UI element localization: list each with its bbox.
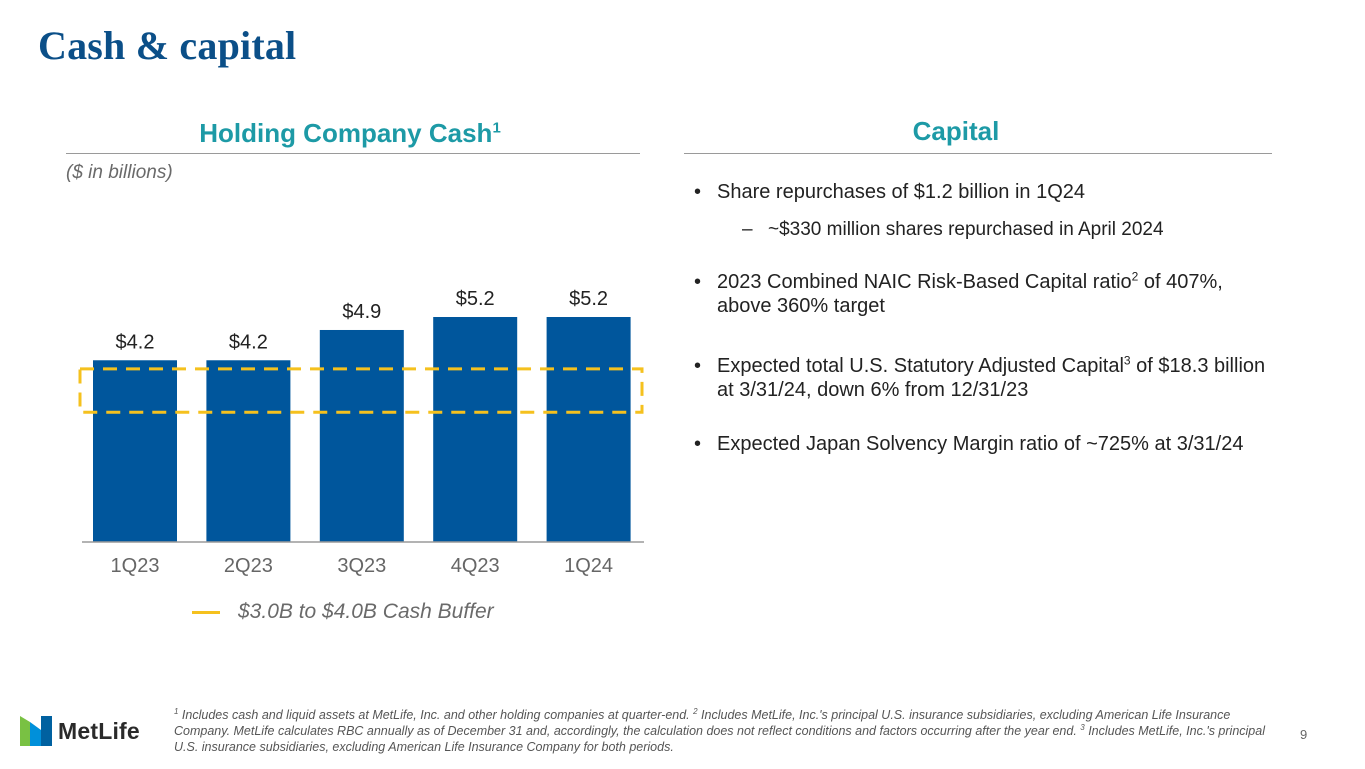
x-tick-3Q23: 3Q23	[337, 555, 386, 577]
bullet-statutory-capital: Expected total U.S. Statutory Adjusted C…	[694, 354, 1274, 402]
data-label-1Q23: $4.2	[116, 331, 155, 353]
data-label-3Q23: $4.9	[342, 301, 381, 323]
bar-3Q23	[319, 329, 404, 542]
metlife-logo-icon	[20, 716, 52, 746]
data-label-4Q23: $5.2	[456, 288, 495, 310]
bar-1Q23	[93, 360, 177, 542]
holding-cash-chart: $4.2 1Q23 $4.2 2Q23 $4.9 3Q23 $5.2 4Q23 $5.2 1Q24	[78, 288, 644, 577]
footnote: 1 Includes cash and liquid assets at Met…	[174, 706, 1265, 754]
legend: $3.0B to $4.0B Cash Buffer	[192, 600, 494, 624]
data-label-1Q24: $5.2	[569, 288, 608, 310]
data-label-2Q23: $4.2	[229, 331, 268, 353]
page-title: Cash & capital	[38, 23, 297, 68]
x-tick-1Q23: 1Q23	[111, 555, 160, 577]
metlife-logo: MetLife	[20, 716, 140, 746]
cash-buffer-band	[78, 367, 644, 414]
bar-4Q23	[433, 317, 518, 542]
legend-label: $3.0B to $4.0B Cash Buffer	[238, 600, 494, 623]
x-tick-4Q23: 4Q23	[451, 555, 500, 577]
bullet-rbc-ratio: 2023 Combined NAIC Risk-Based Capital ra…	[694, 270, 1274, 318]
bullet-share-repurchases: Share repurchases of $1.2 billion in 1Q2…	[694, 180, 1274, 204]
x-tick-2Q23: 2Q23	[224, 555, 273, 577]
sub-bullet-april-repurchases: ~$330 million shares repurchased in Apri…	[694, 218, 1274, 242]
x-tick-1Q24: 1Q24	[564, 555, 613, 577]
capital-heading: Capital	[912, 116, 1000, 146]
legend-dash-swatch	[192, 610, 220, 614]
bar-2Q23	[206, 360, 291, 542]
metlife-logo-text: MetLife	[58, 717, 140, 744]
right-divider	[684, 153, 1272, 154]
page-number: 9	[1300, 727, 1308, 742]
bullet-japan-solvency: Expected Japan Solvency Margin ratio of …	[694, 432, 1274, 456]
holding-cash-heading: Holding Company Cash1	[199, 118, 501, 148]
units-label: ($ in billions)	[66, 162, 173, 183]
left-divider	[66, 153, 640, 154]
bar-1Q24	[546, 317, 631, 542]
capital-bullets: Share repurchases of $1.2 billion in 1Q2…	[694, 180, 1274, 456]
